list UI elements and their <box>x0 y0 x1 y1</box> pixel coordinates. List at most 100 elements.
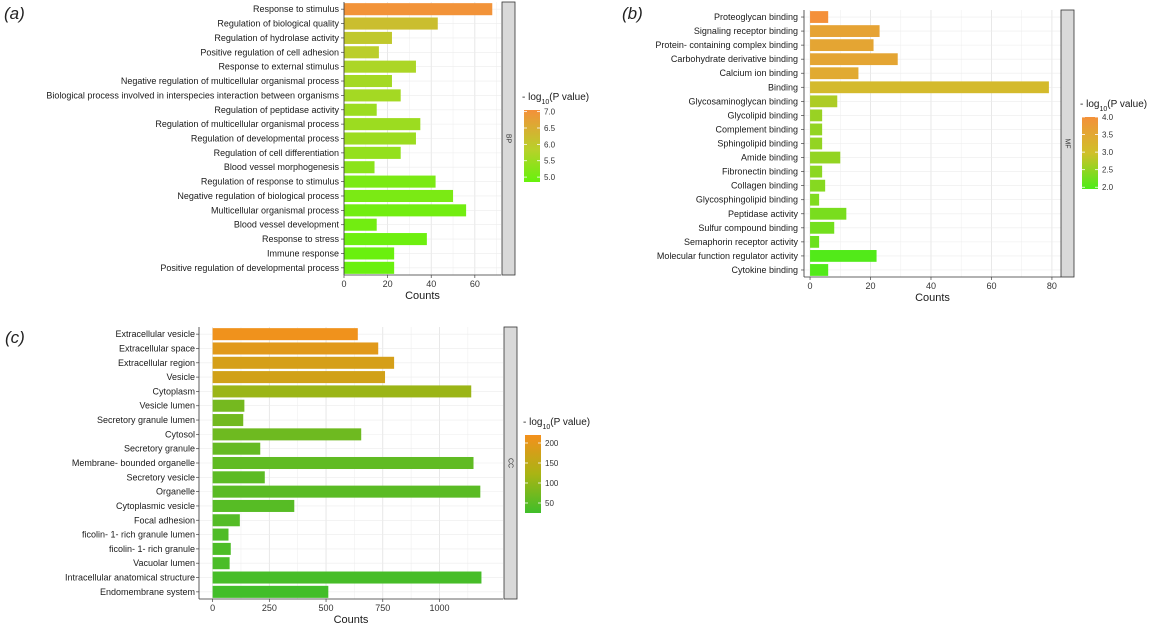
panel-b-bar <box>810 193 820 206</box>
panel-a-legend-colorbar <box>524 110 540 182</box>
panel-c-legend-tick-label: 50 <box>545 499 554 508</box>
panel-c-category-label: ficolin- 1- rich granule <box>109 544 195 554</box>
panel-a-legend-title: - log10(P value) <box>522 92 589 106</box>
panel-b-bar <box>810 67 859 80</box>
panel-c-legend-tick-label: 150 <box>545 459 559 468</box>
panel-a-x-axis-title: Counts <box>405 290 440 302</box>
panel-a-bar <box>344 204 467 217</box>
panel-b-legend-tick-label: 3.0 <box>1102 148 1114 157</box>
panel-b-bar <box>810 235 820 248</box>
panel-b-category-label: Cytokine binding <box>731 265 798 275</box>
panel-b-legend-tick-label: 2.0 <box>1102 183 1114 192</box>
panel-b-category-label: Amide binding <box>741 153 798 163</box>
panel-b-letter: (b) <box>622 4 643 23</box>
panel-c-bar <box>212 485 481 498</box>
panel-b-legend-tick-label: 4.0 <box>1102 113 1114 122</box>
panel-b-x-tick-label: 80 <box>1047 281 1057 291</box>
panel-b-bar <box>810 53 898 66</box>
panel-c-bar <box>212 356 395 369</box>
panel-b-legend-colorbar <box>1082 117 1098 189</box>
panel-c-bar <box>212 399 245 412</box>
panel-a-x-tick-label: 60 <box>470 279 480 289</box>
panel-a-x-tick-label: 20 <box>383 279 393 289</box>
panel-a-category-label: Positive regulation of cell adhesion <box>200 47 339 57</box>
panel-a-category-label: Regulation of multicellular organismal p… <box>155 119 339 129</box>
panel-a-bar <box>344 89 401 102</box>
panel-a-category-label: Regulation of response to stimulus <box>201 177 340 187</box>
panel-b-legend-tick-label: 2.5 <box>1102 166 1114 175</box>
panel-c-category-label: Focal adhesion <box>134 515 195 525</box>
panel-b-bar <box>810 39 874 52</box>
panel-a-category-label: Negative regulation of multicellular org… <box>121 76 340 86</box>
panel-c-x-tick-label: 0 <box>210 603 215 613</box>
panel-b-category-label: Peptidase activity <box>728 209 799 219</box>
panel-a-bar <box>344 175 436 188</box>
panel-a-bar <box>344 189 454 203</box>
panel-b-x-tick-label: 40 <box>926 281 936 291</box>
panel-c-category-label: Vesicle lumen <box>139 401 195 411</box>
panel-a-category-label: Regulation of peptidase activity <box>214 105 339 115</box>
panel-c-letter: (c) <box>5 328 25 347</box>
panel-c-bar <box>212 557 230 570</box>
panel-c-category-label: Cytoplasmic vesicle <box>116 501 195 511</box>
panel-c-bar <box>212 542 231 555</box>
panel-a-bar <box>344 103 377 116</box>
panel-c-bar <box>212 571 482 584</box>
panel-a-legend-tick-label: 5.0 <box>544 173 556 182</box>
panel-b-category-label: Glycosaminoglycan binding <box>688 96 798 106</box>
panel-a-bar <box>344 218 377 231</box>
panel-c-bar <box>212 528 229 541</box>
panel-a-category-label: Immune response <box>267 248 339 258</box>
panel-c-bar <box>212 514 240 527</box>
panel-a-bar <box>344 3 493 16</box>
panel-c-category-label: Secretory granule lumen <box>97 415 195 425</box>
panel-a-bar <box>344 17 438 30</box>
panel-c-facet-label: CC <box>507 458 514 468</box>
panel-a-bar <box>344 118 421 131</box>
panel-a-category-label: Positive regulation of developmental pro… <box>160 263 339 273</box>
panel-a-bar <box>344 60 416 73</box>
panel-c-bar <box>212 428 362 441</box>
panel-c-category-label: Intracellular anatomical structure <box>65 573 195 583</box>
panel-a-category-label: Blood vessel development <box>234 220 340 230</box>
panel-c-x-tick-label: 1000 <box>429 603 449 613</box>
panel-b-bar <box>810 250 877 262</box>
panel-b-category-label: Sulfur compound binding <box>698 223 798 233</box>
panel-b-legend-title: - log10(P value) <box>1080 99 1147 113</box>
panel-a-bar <box>344 74 392 88</box>
panel-c-bar <box>212 385 472 398</box>
panel-a-bar <box>344 146 401 159</box>
panel-a-category-label: Negative regulation of biological proces… <box>177 191 339 201</box>
panel-a-legend-tick-label: 7.0 <box>544 108 556 117</box>
panel-c-bar <box>212 456 474 470</box>
panel-b-facet-label: MF <box>1064 138 1071 148</box>
panel-c-legend-colorbar <box>525 435 541 513</box>
panel-b-category-label: Collagen binding <box>731 181 798 191</box>
panel-a-category-label: Response to stimulus <box>253 4 340 14</box>
panel-b-x-axis-title: Counts <box>915 292 950 304</box>
panel-a-legend-tick-label: 6.5 <box>544 124 556 133</box>
panel-b-facet-strip <box>1060 9 1075 278</box>
panel-a-category-label: Biological process involved in interspec… <box>46 90 339 100</box>
panel-c-legend-tick-label: 100 <box>545 479 559 488</box>
panel-b-bar <box>810 11 829 23</box>
panel-a-bar <box>344 46 379 59</box>
panel-a-category-label: Response to stress <box>262 234 340 244</box>
panel-b-category-label: Binding <box>768 82 798 92</box>
panel-c-category-label: Cytoplasm <box>152 386 195 396</box>
panel-c-bar <box>212 471 265 484</box>
panel-b-category-label: Sphingolipid binding <box>717 139 798 149</box>
panel-b-category-label: Protein- containing complex binding <box>655 40 798 50</box>
panel-b-x-tick-label: 20 <box>866 281 876 291</box>
panel-c-bar <box>212 585 329 598</box>
panel-b-bar <box>810 81 1049 94</box>
panel-c-category-label: Membrane- bounded organelle <box>72 458 195 468</box>
panel-b-category-label: Carbohydrate derivative binding <box>671 54 798 64</box>
panel-a-bar <box>344 233 427 246</box>
panel-c-facet-strip <box>503 326 518 600</box>
panel-b-category-label: Signaling receptor binding <box>694 26 798 36</box>
panel-b-bar <box>810 123 823 136</box>
panel-a-x-tick-label: 0 <box>341 279 346 289</box>
panel-a-category-label: Multicellular organismal process <box>211 205 340 215</box>
panel-c-category-label: Cytosol <box>165 429 195 439</box>
